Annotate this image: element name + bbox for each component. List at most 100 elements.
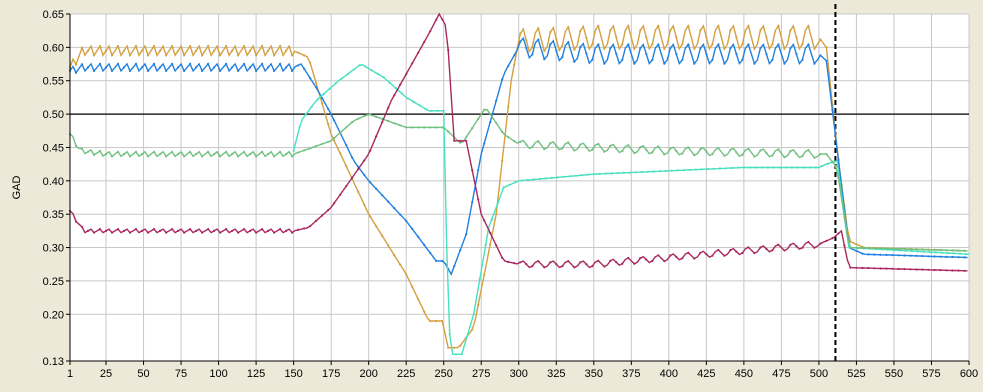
data-point — [585, 36, 588, 39]
data-point — [687, 251, 690, 254]
data-point — [928, 251, 932, 254]
data-point — [813, 246, 816, 249]
data-point — [279, 150, 282, 153]
data-point — [478, 278, 481, 281]
data-point — [417, 51, 420, 54]
data-point — [310, 105, 313, 108]
data-point — [735, 36, 738, 39]
data-point — [903, 248, 906, 251]
data-point — [249, 229, 252, 232]
data-point — [213, 229, 216, 232]
data-point — [327, 140, 330, 143]
data-point — [549, 31, 552, 34]
data-point — [939, 255, 942, 258]
data-point — [639, 257, 642, 260]
data-point — [849, 240, 852, 243]
data-point — [387, 244, 390, 247]
data-point — [80, 147, 84, 150]
data-point — [243, 62, 246, 65]
data-point — [861, 252, 864, 255]
data-point — [393, 253, 396, 257]
data-point — [951, 269, 954, 272]
data-point — [957, 249, 960, 252]
data-point — [555, 49, 558, 52]
data-point — [495, 99, 498, 102]
data-point — [561, 265, 564, 268]
data-point — [772, 166, 776, 169]
data-point — [459, 344, 462, 347]
data-point — [531, 146, 534, 149]
data-point — [567, 26, 570, 29]
data-point — [693, 62, 696, 65]
data-point — [92, 231, 96, 234]
data-point — [952, 252, 956, 255]
data-point — [609, 47, 612, 50]
data-point — [651, 259, 654, 263]
data-point — [904, 249, 908, 252]
data-point — [699, 148, 702, 151]
data-point — [225, 45, 228, 48]
data-point — [369, 181, 372, 184]
data-point — [435, 319, 438, 323]
data-point — [514, 181, 517, 184]
data-point — [231, 49, 234, 52]
data-point — [705, 253, 708, 256]
data-point — [405, 126, 408, 129]
data-point — [225, 228, 228, 231]
data-point — [273, 155, 276, 158]
data-point — [538, 177, 541, 181]
data-point — [669, 29, 672, 32]
data-point — [687, 43, 690, 46]
data-point — [573, 48, 576, 51]
data-point — [513, 54, 516, 57]
data-point — [586, 173, 589, 176]
data-point — [116, 228, 120, 231]
data-point — [447, 48, 450, 52]
data-point — [849, 266, 852, 269]
data-point — [652, 170, 655, 173]
data-point — [525, 263, 528, 266]
data-point — [357, 117, 360, 120]
data-point — [945, 255, 948, 258]
data-point — [255, 155, 258, 158]
data-point — [909, 248, 912, 251]
data-point — [579, 143, 582, 146]
data-point — [207, 45, 210, 48]
data-point — [855, 266, 858, 269]
data-point — [544, 177, 547, 180]
data-point — [375, 135, 378, 138]
data-point — [128, 231, 132, 234]
y-tick-label: 0.20 — [43, 309, 64, 321]
data-point — [609, 144, 612, 147]
data-point — [346, 73, 349, 76]
data-point — [399, 124, 402, 127]
data-point — [477, 117, 480, 120]
data-point — [177, 229, 180, 232]
data-point — [358, 64, 361, 67]
data-point — [490, 218, 493, 221]
data-point — [165, 54, 168, 57]
data-point — [723, 47, 726, 50]
data-point — [507, 106, 510, 109]
data-point — [747, 24, 750, 27]
data-point — [495, 213, 498, 216]
y-axis-label: GAD — [11, 176, 23, 200]
data-point — [831, 109, 834, 112]
x-tick-label: 100 — [209, 368, 227, 380]
data-point — [484, 243, 487, 246]
data-point — [723, 254, 726, 257]
data-point — [891, 267, 894, 270]
data-point — [298, 125, 301, 128]
data-point — [442, 109, 445, 112]
data-point — [675, 255, 678, 258]
data-point — [333, 137, 336, 140]
x-tick-label: 525 — [847, 368, 865, 380]
data-point — [909, 268, 912, 271]
data-point — [549, 43, 552, 46]
y-tick-label: 0.50 — [43, 109, 64, 121]
data-point — [765, 151, 768, 155]
data-point — [963, 256, 966, 259]
data-point — [742, 166, 746, 169]
data-point — [345, 185, 348, 188]
data-point — [603, 265, 606, 268]
